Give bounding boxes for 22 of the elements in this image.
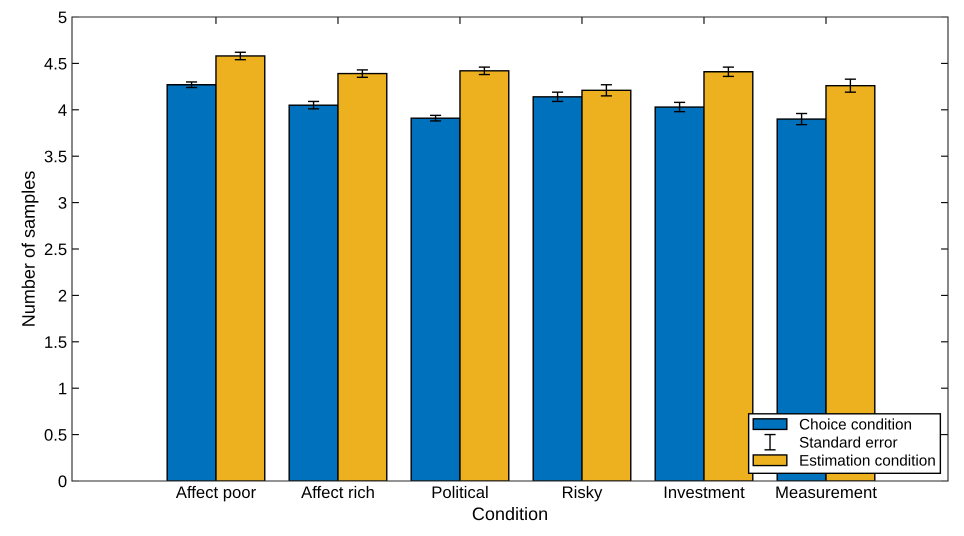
y-tick-label: 0: [58, 475, 66, 488]
y-tick-label: 2: [58, 290, 66, 302]
y-tick-label: 3: [58, 197, 66, 209]
annotation: Standard error: [800, 436, 898, 448]
x-tick-label: Affect rich: [301, 486, 374, 498]
x-axis-title: Condition: [472, 506, 547, 520]
y-tick-label: 0.5: [44, 429, 66, 441]
y-tick-label: 1: [59, 382, 66, 394]
x-tick-label: Investment: [664, 486, 745, 498]
y-tick-label: 4.5: [44, 58, 66, 70]
y-axis-title: Number of samples: [22, 171, 38, 326]
legend-label: Estimation condition: [800, 454, 935, 466]
y-tick-label: 2.5: [44, 243, 66, 256]
y-tick-label: 1.5: [45, 336, 66, 348]
x-tick-label: Affect poor: [176, 486, 256, 502]
y-tick-label: 4: [58, 104, 67, 116]
x-tick-label: Measurement: [776, 486, 877, 498]
x-tick-label: Risky: [562, 486, 602, 502]
y-tick-label: 3.5: [44, 150, 66, 162]
x-tick-label: Political: [432, 486, 488, 498]
legend-label: Choice condition: [800, 418, 912, 430]
y-tick-label: 5: [58, 12, 66, 24]
